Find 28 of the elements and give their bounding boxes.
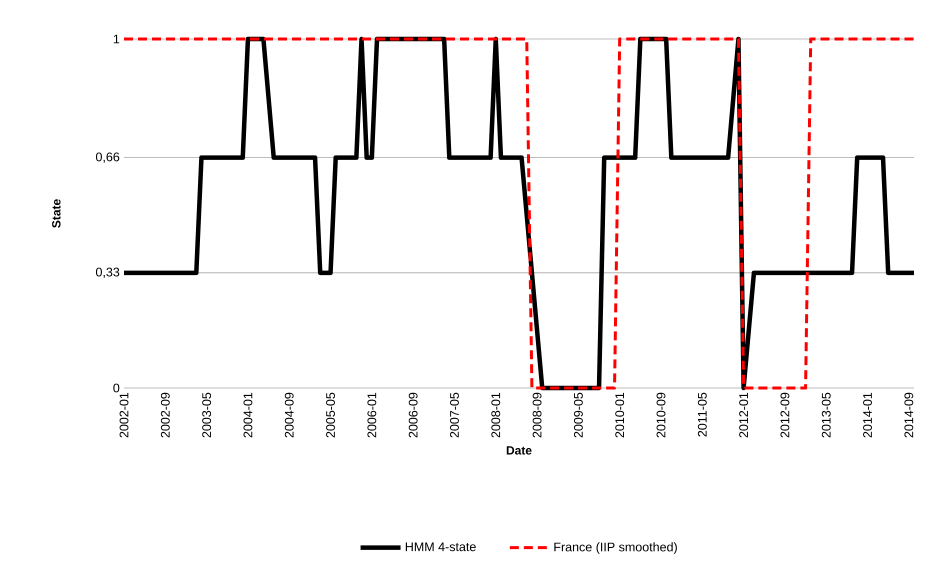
x-tick-label: 2006-09 (408, 392, 418, 438)
legend-label: France (IIP smoothed) (554, 542, 677, 554)
x-axis-title: Date (506, 446, 532, 455)
x-tick-label: 2012-01 (739, 392, 748, 438)
x-tick-label: 2003-05 (202, 392, 212, 438)
x-tick-label: 2010-09 (656, 392, 666, 438)
y-tick-label: 0,33 (96, 268, 120, 278)
x-tick-label: 2008-09 (532, 392, 542, 438)
x-tick-label: 2007-05 (450, 392, 459, 438)
x-tick-label: 2011-05 (698, 392, 707, 437)
x-tick-label: 2002-09 (160, 392, 170, 438)
y-tick-label: 0,66 (96, 152, 120, 163)
y-tick-label: 1 (114, 34, 120, 44)
x-tick-label: 2010-01 (615, 392, 624, 438)
x-tick-label: 2006-01 (367, 392, 376, 438)
x-tick-label: 2014-01 (863, 392, 872, 438)
y-tick-label: 0 (113, 384, 120, 392)
x-tick-label: 2004-09 (284, 392, 294, 438)
x-tick-label: 2013-05 (822, 392, 831, 438)
y-axis-title: State (52, 199, 61, 228)
x-tick-label: 2008-01 (491, 392, 500, 438)
x-tick-label: 2009-05 (574, 392, 583, 438)
x-tick-label: 2004-01 (244, 392, 252, 438)
x-tick-label: 2014-09 (904, 392, 914, 438)
x-tick-label: 2002-01 (120, 392, 128, 438)
x-tick-label: 2012-09 (780, 392, 790, 438)
legend-label: HMM 4-state (406, 542, 476, 552)
x-tick-label: 2005-05 (326, 392, 335, 438)
